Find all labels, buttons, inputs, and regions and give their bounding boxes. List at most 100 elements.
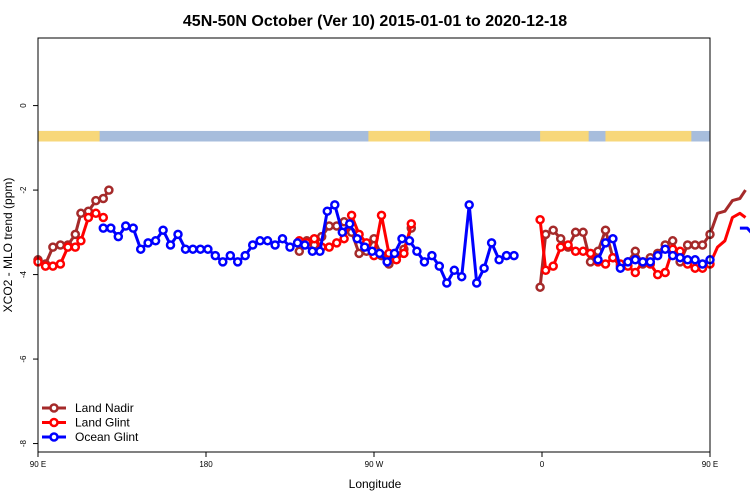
land-glint-point — [76, 236, 86, 246]
ocean-glint-point — [158, 225, 168, 235]
ocean-glint-legend-label: Ocean Glint — [75, 430, 139, 444]
land-nadir-point — [91, 195, 101, 206]
ocean-glint-point — [180, 244, 191, 254]
land-glint-point — [48, 261, 58, 271]
ocean-glint-point — [419, 257, 430, 267]
ocean-glint-point — [682, 255, 693, 265]
y-axis: 0 -2 -4 -6 -8 — [19, 103, 38, 447]
ocean-glint-point — [210, 250, 221, 261]
ocean-glint-point — [486, 238, 497, 248]
ocean-glint-point — [442, 278, 452, 288]
land-nadir-point — [76, 208, 86, 219]
ocean-glint-point — [359, 242, 370, 252]
ocean-glint-point — [412, 246, 422, 257]
ocean-glint-point — [195, 244, 206, 254]
ocean-glint-point — [150, 236, 161, 246]
ocean-glint-point — [307, 246, 318, 257]
ocean-glint-point — [315, 246, 325, 257]
ocean-glint-point — [367, 246, 377, 257]
land-glint-point — [63, 242, 73, 252]
ocean-glint-point — [690, 255, 700, 265]
y-axis-label: XCO2 - MLO trend (ppm) — [1, 178, 15, 313]
land-glint-point — [555, 242, 566, 252]
ocean-glint-point — [232, 257, 243, 267]
land-band — [368, 130, 430, 142]
ocean-glint-point — [494, 255, 504, 265]
ocean-glint-legend-marker — [49, 432, 59, 442]
land-glint-legend-marker — [49, 417, 59, 428]
land-nadir-point — [682, 240, 693, 250]
ocean-glint-point — [352, 233, 362, 244]
land-glint-point — [578, 246, 588, 257]
land-glint-point — [630, 267, 641, 278]
ocean-glint-point — [330, 200, 340, 210]
ocean-glint-point — [203, 244, 213, 254]
ocean-glint-point — [344, 219, 355, 229]
land-nadir-line — [538, 189, 747, 288]
ocean-glint-point — [600, 238, 611, 248]
ocean-glint-point — [404, 236, 415, 246]
ocean-glint-point — [135, 244, 146, 254]
ocean-glint-point — [218, 257, 228, 267]
land-nadir-point — [55, 240, 66, 250]
land-nadir-point — [104, 185, 114, 195]
ocean-glint-point — [645, 257, 656, 267]
land-glint-point — [309, 233, 320, 244]
x-axis: 90 E 180 90 W 0 90 E — [30, 452, 718, 469]
land-glint-point — [690, 263, 700, 273]
land-glint-point — [331, 238, 342, 248]
ocean-glint-point — [652, 250, 663, 261]
ocean-glint-point — [106, 223, 116, 233]
ocean-glint-point — [285, 242, 295, 252]
land-sea-strip — [38, 130, 710, 142]
ocean-glint-point — [389, 248, 400, 259]
ocean-glint-point — [456, 271, 467, 282]
x-tick-label: 180 — [199, 460, 213, 469]
land-glint-point — [346, 210, 357, 221]
ocean-glint-point — [143, 238, 153, 248]
land-nadir-legend-label: Land Nadir — [75, 401, 134, 415]
y-tick-label: 0 — [19, 103, 28, 108]
land-glint-point — [548, 261, 558, 271]
land-glint-point — [535, 214, 545, 225]
land-glint-point — [324, 242, 334, 252]
ocean-glint-point — [501, 250, 512, 261]
ocean-glint-point — [225, 250, 236, 261]
x-tick-label: 0 — [540, 460, 545, 469]
land-glint-point — [55, 259, 66, 269]
ocean-glint-point — [240, 250, 250, 261]
ocean-glint-point — [449, 265, 460, 276]
land-nadir-point — [578, 227, 588, 238]
land-glint-point — [600, 259, 611, 269]
land-glint-point — [585, 248, 596, 259]
land-glint-point — [540, 265, 551, 276]
ocean-glint-point — [173, 229, 183, 240]
x-tick-label: 90 W — [365, 460, 384, 469]
land-glint-point — [652, 269, 663, 280]
ocean-glint-point — [120, 221, 131, 231]
ocean-glint-point — [434, 261, 445, 271]
x-tick-label: 90 E — [30, 460, 46, 469]
land-glint-point — [91, 208, 101, 219]
ocean-glint-point — [660, 244, 670, 254]
ocean-glint-point — [247, 240, 258, 250]
ocean-glint-point — [255, 236, 265, 246]
land-nadir-point — [294, 246, 305, 257]
land-glint-point — [406, 219, 417, 229]
ocean-glint-point — [113, 231, 124, 242]
land-glint-point — [376, 210, 387, 221]
land-nadir-point — [585, 257, 596, 267]
ocean-glint-point — [188, 244, 198, 254]
ocean-glint-point — [322, 206, 333, 216]
y-tick-label: -8 — [19, 439, 28, 447]
land-nadir-point — [535, 282, 545, 292]
land-glint-point — [83, 212, 94, 223]
land-nadir-point — [70, 229, 81, 240]
ocean-glint-point — [337, 227, 348, 238]
land-nadir-point — [697, 240, 708, 250]
ocean-glint-point — [382, 257, 392, 267]
ocean-glint-point — [292, 238, 303, 248]
ocean-glint-point — [98, 223, 109, 233]
